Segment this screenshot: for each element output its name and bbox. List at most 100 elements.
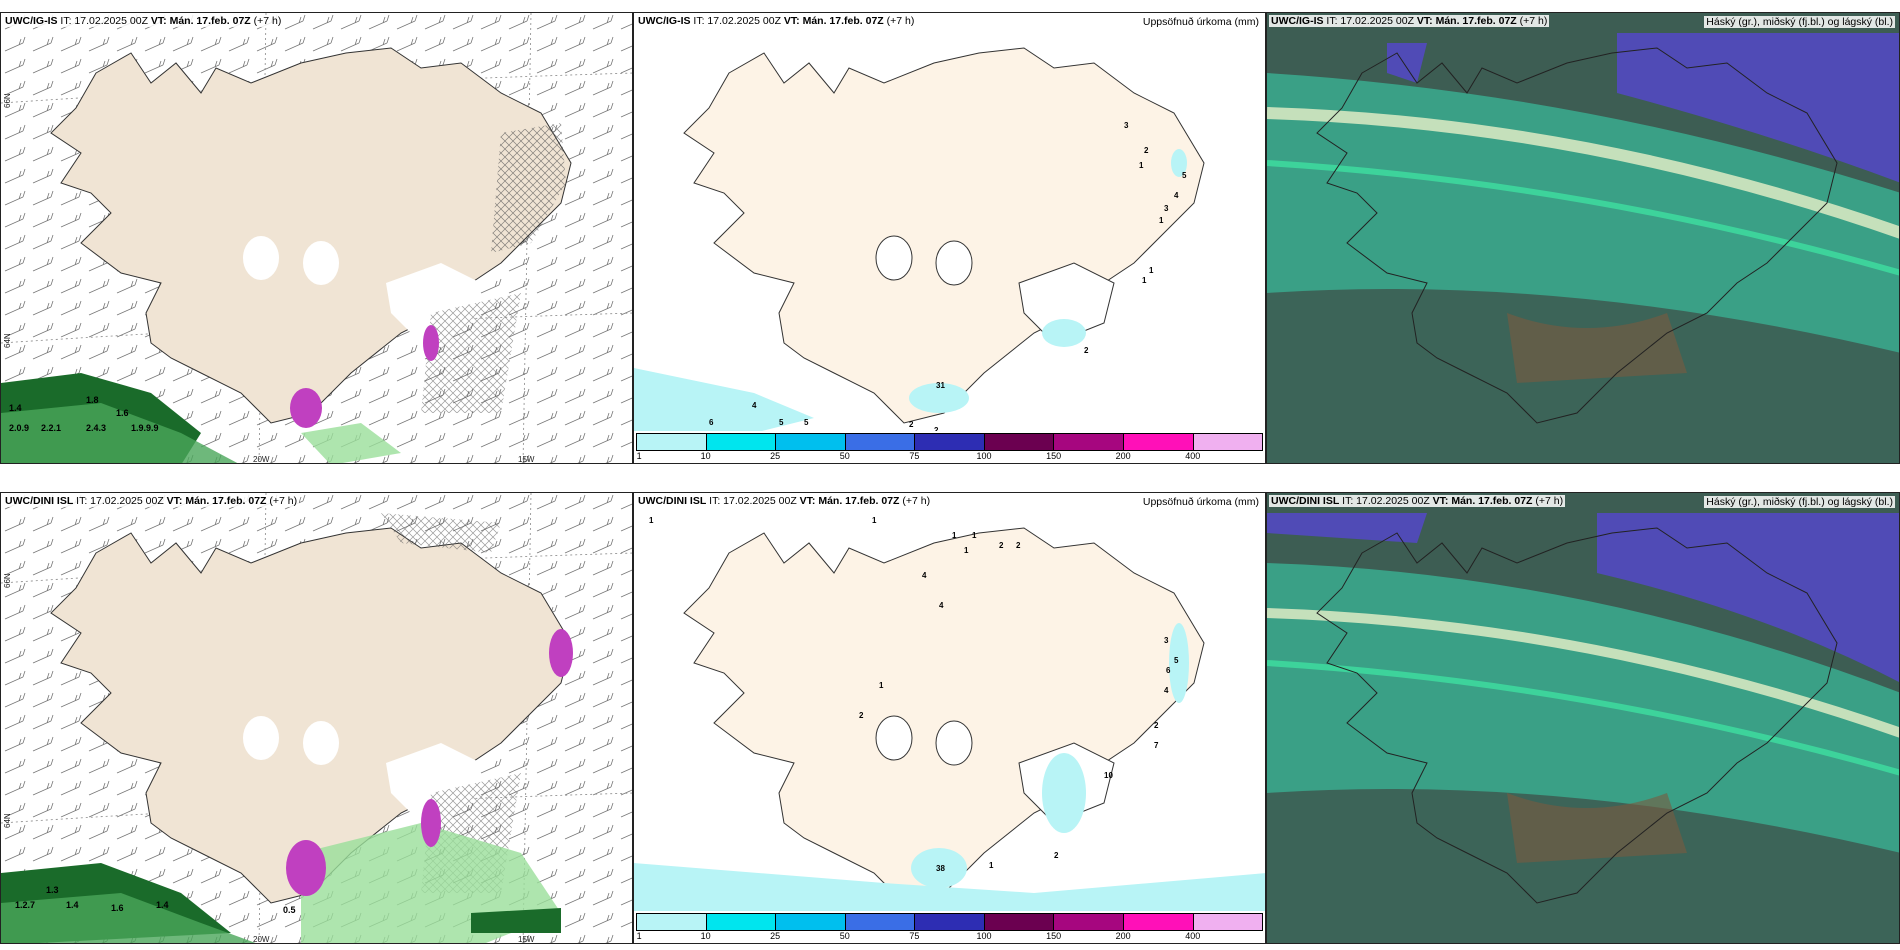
- svg-text:4: 4: [1174, 191, 1179, 200]
- svg-text:1.4: 1.4: [66, 900, 79, 910]
- colorbar-label: 100: [976, 451, 992, 461]
- colorbar-label: 75: [909, 931, 920, 941]
- cloud-map: [1267, 493, 1899, 943]
- svg-text:1.4: 1.4: [156, 900, 169, 910]
- svg-text:1.2.7: 1.2.7: [15, 900, 35, 910]
- svg-text:1: 1: [964, 546, 969, 555]
- colorbar-label: 25: [770, 451, 781, 461]
- svg-text:2: 2: [1144, 146, 1149, 155]
- colorbar-label: 25: [770, 931, 781, 941]
- panel-header: UWC/DINI ISL IT: 17.02.2025 00Z VT: Mán.…: [1269, 495, 1566, 507]
- svg-text:20W: 20W: [253, 935, 270, 944]
- svg-text:6: 6: [1166, 666, 1171, 675]
- svg-text:1: 1: [879, 681, 884, 690]
- svg-text:1: 1: [972, 531, 977, 540]
- panel-subtitle: Uppsöfnuð úrkoma (mm): [1140, 16, 1261, 28]
- svg-text:1: 1: [1149, 266, 1154, 275]
- panel-wind-top: UWC/IG-IS IT: 17.02.2025 00Z VT: Mán. 17…: [0, 12, 633, 464]
- svg-text:4: 4: [752, 401, 757, 410]
- colorbar-cell: [1193, 914, 1263, 930]
- colorbar-cells: [636, 913, 1263, 931]
- svg-text:2.2.1: 2.2.1: [41, 423, 61, 433]
- svg-text:3: 3: [1164, 636, 1169, 645]
- colorbar-label: 400: [1185, 451, 1201, 461]
- colorbar-cell: [776, 434, 846, 450]
- colorbar-label: 75: [909, 451, 920, 461]
- colorbar-labels: 1 10 25 50 75 100 150 200 400: [636, 931, 1263, 943]
- colorbar-label: 1: [636, 931, 642, 941]
- panel-header: UWC/IG-IS IT: 17.02.2025 00Z VT: Mán. 17…: [1269, 15, 1550, 27]
- svg-text:1.8: 1.8: [86, 395, 99, 405]
- panel-precip-top: UWC/IG-IS IT: 17.02.2025 00Z VT: Mán. 17…: [633, 12, 1266, 464]
- svg-text:5: 5: [1174, 656, 1179, 665]
- colorbar-cell: [776, 914, 846, 930]
- svg-text:1.6: 1.6: [111, 903, 124, 913]
- colorbar-cell: [706, 434, 777, 450]
- svg-text:6: 6: [709, 418, 714, 427]
- svg-text:2: 2: [859, 711, 864, 720]
- colorbar-labels: 1 10 25 50 75 100 150 200 400: [636, 451, 1263, 463]
- colorbar: 1 10 25 50 75 100 150 200 400: [634, 431, 1265, 463]
- colorbar-cell: [845, 434, 916, 450]
- colorbar-cell: [1123, 914, 1194, 930]
- svg-text:1.9.9.9: 1.9.9.9: [131, 423, 159, 433]
- colorbar-cell: [1193, 434, 1263, 450]
- svg-text:66N: 66N: [3, 573, 12, 588]
- svg-text:1.4: 1.4: [9, 403, 22, 413]
- panel-wind-bottom: UWC/DINI ISL IT: 17.02.2025 00Z VT: Mán.…: [0, 492, 633, 944]
- wind-map: 20W 15W 66N 64N 1.4 1.8 1.6 2.0.9 2.2.1 …: [1, 13, 632, 463]
- svg-text:2: 2: [1154, 721, 1159, 730]
- panel-subtitle: Háský (gr.), miðský (fj.bl.) og lágský (…: [1704, 16, 1895, 28]
- colorbar-cell: [706, 914, 777, 930]
- svg-text:1.6: 1.6: [116, 408, 129, 418]
- svg-text:2: 2: [999, 541, 1004, 550]
- panel-clouds-top: UWC/IG-IS IT: 17.02.2025 00Z VT: Mán. 17…: [1266, 12, 1900, 464]
- svg-text:4: 4: [922, 571, 927, 580]
- svg-text:1: 1: [872, 516, 877, 525]
- colorbar-cell: [915, 434, 985, 450]
- panel-subtitle: Háský (gr.), miðský (fj.bl.) og lágský (…: [1704, 496, 1895, 508]
- colorbar-label: 200: [1115, 931, 1131, 941]
- colorbar-label: 100: [976, 931, 992, 941]
- colorbar-cells: [636, 433, 1263, 451]
- panel-header: UWC/DINI ISL IT: 17.02.2025 00Z VT: Mán.…: [636, 495, 933, 507]
- svg-text:2: 2: [1084, 346, 1089, 355]
- svg-text:0.5: 0.5: [283, 905, 296, 915]
- svg-text:2: 2: [1016, 541, 1021, 550]
- panel-clouds-bottom: UWC/DINI ISL IT: 17.02.2025 00Z VT: Mán.…: [1266, 492, 1900, 944]
- svg-text:1: 1: [989, 861, 994, 870]
- colorbar-label: 400: [1185, 931, 1201, 941]
- svg-text:2: 2: [1054, 851, 1059, 860]
- svg-text:2: 2: [909, 420, 914, 429]
- panel-header: UWC/IG-IS IT: 17.02.2025 00Z VT: Mán. 17…: [636, 15, 917, 27]
- svg-text:4: 4: [939, 601, 944, 610]
- colorbar-cell: [1123, 434, 1194, 450]
- cloud-map: [1267, 13, 1899, 463]
- colorbar-label: 150: [1046, 451, 1062, 461]
- svg-text:1: 1: [1139, 161, 1144, 170]
- svg-text:31: 31: [936, 381, 945, 390]
- colorbar-cell: [845, 914, 916, 930]
- colorbar-label: 200: [1115, 451, 1131, 461]
- svg-text:2: 2: [934, 426, 939, 435]
- svg-text:2.0.9: 2.0.9: [9, 423, 29, 433]
- panel-precip-bottom: UWC/DINI ISL IT: 17.02.2025 00Z VT: Mán.…: [633, 492, 1266, 944]
- svg-text:64N: 64N: [3, 813, 12, 828]
- svg-text:10: 10: [1104, 771, 1113, 780]
- colorbar-cell: [984, 434, 1055, 450]
- panel-header: UWC/IG-IS IT: 17.02.2025 00Z VT: Mán. 17…: [3, 15, 284, 27]
- svg-text:5: 5: [804, 418, 809, 427]
- colorbar-cell: [1054, 434, 1124, 450]
- colorbar: 1 10 25 50 75 100 150 200 400: [634, 911, 1265, 943]
- svg-text:38: 38: [936, 864, 945, 873]
- colorbar-label: 50: [839, 451, 850, 461]
- colorbar-cell: [984, 914, 1055, 930]
- panel-subtitle: Uppsöfnuð úrkoma (mm): [1140, 496, 1261, 508]
- svg-text:2.4.3: 2.4.3: [86, 423, 106, 433]
- colorbar-cell: [637, 914, 707, 930]
- svg-text:3: 3: [1124, 121, 1129, 130]
- svg-text:1: 1: [1159, 216, 1164, 225]
- svg-text:3: 3: [1164, 204, 1169, 213]
- svg-text:4: 4: [1164, 686, 1169, 695]
- svg-text:64N: 64N: [3, 333, 12, 348]
